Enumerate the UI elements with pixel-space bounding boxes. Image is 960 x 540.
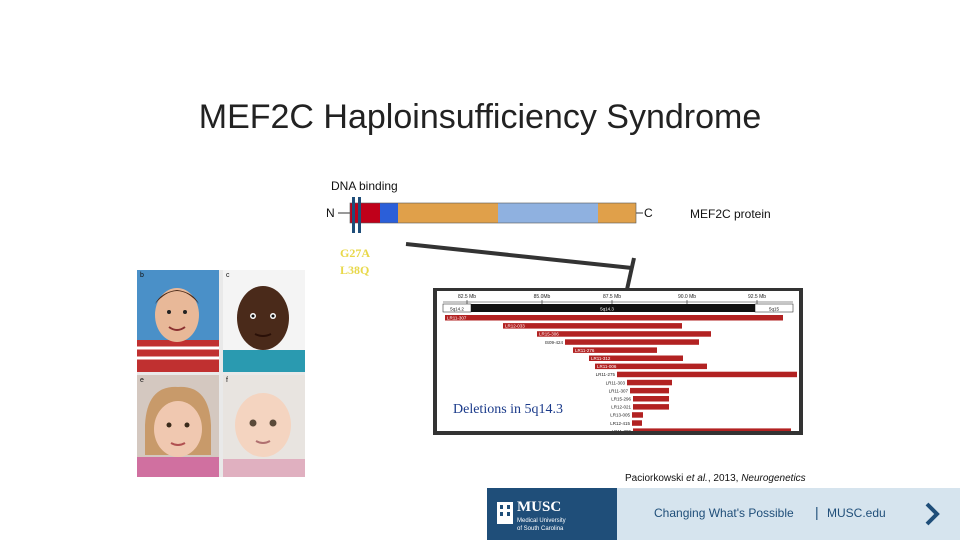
protein-diagram <box>338 197 643 233</box>
deletion-bar <box>573 347 657 353</box>
scale-label: 90.0 Mb <box>678 294 696 300</box>
patient-photo-c: c <box>223 270 305 372</box>
deletion-map: 82.5 Mb 85.0Mb 87.5 Mb 90.0 Mb 92.5 Mb 5q14.2… <box>437 291 799 431</box>
deletion-label: LR11-307 <box>447 316 467 321</box>
domain-c-term <box>598 203 636 223</box>
deletion-map-svg: 82.5 Mb 85.0Mb 87.5 Mb 90.0 Mb 92.5 Mb 5q14.2… <box>442 294 797 431</box>
musc-brand: MUSC <box>517 499 562 515</box>
citation: Paciorkowski et al., 2013, Neurogenetics <box>625 473 806 484</box>
child-photo-image <box>137 270 219 372</box>
deletion-bar <box>537 331 711 337</box>
mutation-label-2: L38Q <box>340 263 370 277</box>
child-photo-image <box>137 375 219 477</box>
child-photo-image <box>223 375 305 477</box>
domain-mads <box>360 203 380 223</box>
deletion-label: LR11-006 <box>597 364 617 369</box>
tagline-strip: Changing What's Possible | MUSC.edu <box>617 488 960 540</box>
protein-outline <box>349 202 637 224</box>
deletion-bar <box>630 387 669 394</box>
citation-authors: Paciorkowski <box>625 473 684 484</box>
mutation-label-1: G27A <box>340 246 370 260</box>
c-terminus-label: C <box>644 206 653 220</box>
deletion-bar <box>503 323 682 329</box>
deletion-label: LR11-275 <box>596 372 616 377</box>
deletion-bar <box>633 428 791 431</box>
deletion-bar <box>445 315 783 321</box>
deletion-caption: Deletions in 5q14.3 <box>453 402 564 417</box>
band-label: 5q15 <box>769 307 780 312</box>
dna-binding-label: DNA binding <box>331 179 398 193</box>
musc-building-icon <box>497 502 513 524</box>
deletion-bar <box>633 396 669 402</box>
deletion-label: LR11-312 <box>591 356 611 361</box>
deletion-map-panel: 82.5 Mb 85.0Mb 87.5 Mb 90.0 Mb 92.5 Mb 5q14.2… <box>433 288 803 435</box>
photo-label: e <box>140 377 144 384</box>
deletion-bar <box>633 404 669 410</box>
scale-label: 85.0Mb <box>534 294 551 300</box>
band-segment <box>442 303 472 313</box>
deletion-label: LR11-399 <box>612 429 632 431</box>
band-label: 5q14.3 <box>600 307 614 312</box>
deletion-label: IS09-424 <box>545 340 564 345</box>
deletion-label: LR11-303 <box>606 380 626 385</box>
patient-photos-panel: b c e <box>137 270 305 477</box>
child-photo-image <box>223 270 305 372</box>
n-terminus-label: N <box>326 206 335 220</box>
deletion-bar <box>617 371 797 378</box>
band-label: 5q14.2 <box>450 307 464 312</box>
chevron-right-icon[interactable] <box>923 502 943 526</box>
mutation-marker-2 <box>358 197 361 233</box>
deletion-bar <box>627 379 672 386</box>
mutation-marker-1 <box>352 197 355 233</box>
deletion-label: LR11-307 <box>609 388 629 393</box>
chromosome-band-bar <box>443 304 793 312</box>
deletion-bar <box>589 355 683 361</box>
deletion-label: LR12-021 <box>611 405 631 410</box>
citation-year: , 2013, <box>707 473 742 484</box>
deletion-label: LR13-005 <box>610 413 630 418</box>
photo-label: c <box>226 272 230 279</box>
deletion-bar <box>632 420 642 426</box>
website-link[interactable]: MUSC.edu <box>827 506 886 520</box>
deletion-label: LR11-276 <box>575 348 595 353</box>
scale-label: 87.5 Mb <box>603 294 621 300</box>
deletion-bar <box>632 412 643 418</box>
citation-journal: Neurogenetics <box>741 473 806 484</box>
patient-photo-b: b <box>137 270 219 372</box>
deletion-label: LR12-033 <box>505 324 525 329</box>
musc-brand-sub-1: Medical University <box>517 518 566 524</box>
footer-banner: MUSC Medical University of South Carolin… <box>487 488 960 540</box>
domain-tad-2 <box>498 203 598 223</box>
tagline-separator: | <box>815 504 819 520</box>
protein-label: MEF2C protein <box>690 207 771 221</box>
patient-photo-f: f <box>223 375 305 477</box>
deletion-bar <box>595 363 707 370</box>
photo-label: f <box>226 377 228 384</box>
photo-label: b <box>140 272 144 279</box>
domain-mef2 <box>380 203 398 223</box>
scale-label: 92.5 Mb <box>748 294 766 300</box>
tagline: Changing What's Possible <box>654 506 794 520</box>
musc-logo-block[interactable]: MUSC Medical University of South Carolin… <box>487 488 617 540</box>
band-segment <box>754 303 794 313</box>
patient-photo-e: e <box>137 375 219 477</box>
deletion-bar <box>565 339 699 345</box>
domain-tad-1 <box>398 203 498 223</box>
citation-etal: et al. <box>686 473 708 484</box>
slide-title: MEF2C Haploinsufficiency Syndrome <box>198 98 762 136</box>
musc-brand-sub-2: of South Carolina <box>517 526 564 532</box>
deletion-label: LR15-296 <box>611 397 631 402</box>
deletion-label: LR12-415 <box>610 421 630 426</box>
deletion-label: LR15-306 <box>539 332 559 337</box>
scale-label: 82.5 Mb <box>458 294 476 300</box>
